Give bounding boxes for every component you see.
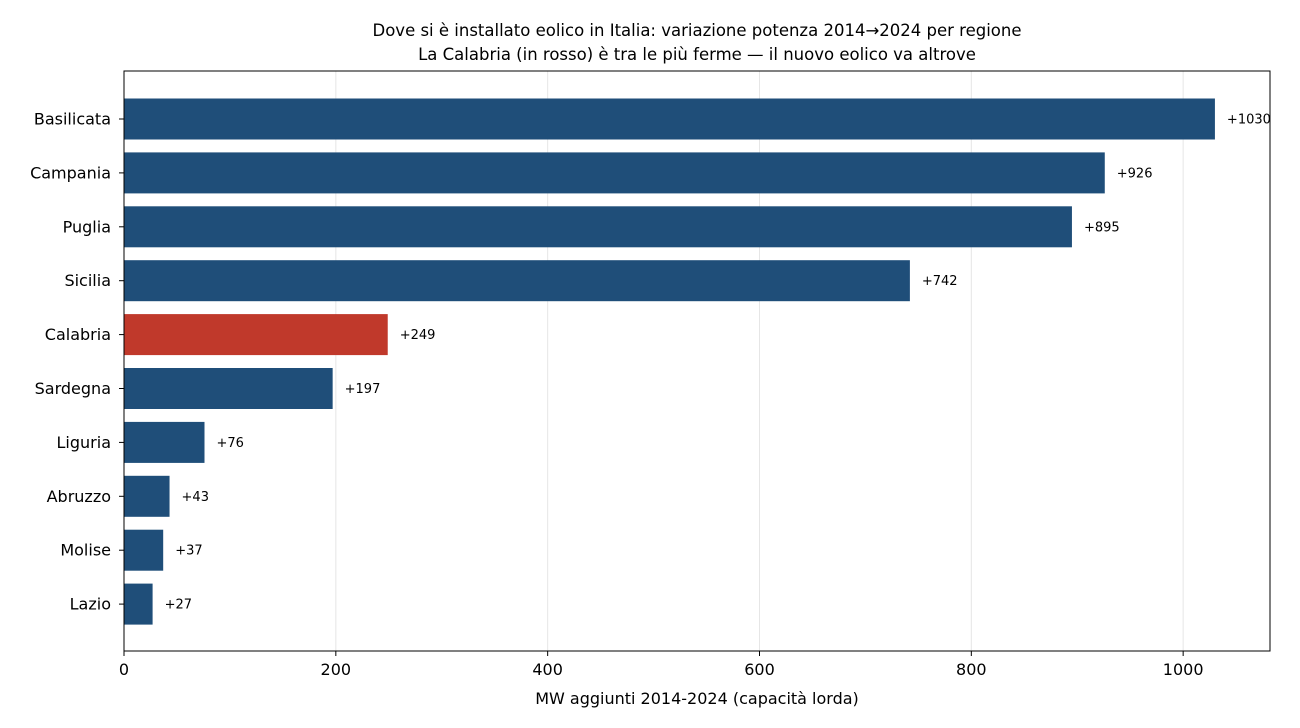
y-tick-label: Campania xyxy=(30,163,111,182)
bar xyxy=(124,152,1105,194)
y-tick-label: Liguria xyxy=(57,433,111,452)
data-label: +895 xyxy=(1084,220,1120,235)
x-tick-label: 800 xyxy=(956,660,987,679)
bar xyxy=(124,368,333,409)
bar xyxy=(124,260,910,302)
x-tick-label: 600 xyxy=(744,660,775,679)
y-tick-label: Puglia xyxy=(63,217,111,236)
data-label: +742 xyxy=(922,274,958,289)
y-tick-label: Abruzzo xyxy=(47,487,111,506)
plot-frame xyxy=(123,70,1271,652)
y-tick-label: Sardegna xyxy=(35,379,111,398)
y-tick-label: Sicilia xyxy=(64,271,111,290)
x-tick-label: 1000 xyxy=(1163,660,1204,679)
bar xyxy=(124,475,170,517)
bar xyxy=(124,98,1215,140)
data-label: +1030 xyxy=(1227,113,1271,128)
data-label: +926 xyxy=(1117,166,1153,181)
data-label: +37 xyxy=(175,544,202,559)
bar xyxy=(124,314,388,356)
bar xyxy=(124,583,153,625)
x-tick-label: 200 xyxy=(321,660,352,679)
bars xyxy=(124,98,1215,625)
x-axis: 0 200 400 600 800 1000 xyxy=(119,651,1204,679)
data-label: +27 xyxy=(165,598,192,613)
x-tick-label: 0 xyxy=(119,660,129,679)
y-tick-label: Basilicata xyxy=(34,110,111,129)
chart-subtitle: La Calabria (in rosso) è tra le più ferm… xyxy=(418,45,976,64)
data-label: +197 xyxy=(345,382,381,397)
x-tick-label: 400 xyxy=(532,660,563,679)
y-tick-label: Lazio xyxy=(70,595,111,614)
data-labels: +1030 +926 +895 +742 +249 +197 +76 +43 +37 +27 xyxy=(165,113,1271,613)
bar xyxy=(124,529,164,571)
bar xyxy=(124,421,205,463)
data-label: +249 xyxy=(400,328,436,343)
data-label: +43 xyxy=(182,490,209,505)
y-tick-label: Molise xyxy=(60,541,111,560)
y-axis: Basilicata Campania Puglia Sicilia Calabria S… xyxy=(30,110,124,614)
bar xyxy=(124,206,1072,248)
y-tick-label: Calabria xyxy=(45,325,111,344)
data-label: +76 xyxy=(216,436,243,451)
chart-title: Dove si è installato eolico in Italia: v… xyxy=(373,21,1022,40)
x-axis-label: MW aggiunti 2014-2024 (capacità lorda) xyxy=(535,689,859,708)
